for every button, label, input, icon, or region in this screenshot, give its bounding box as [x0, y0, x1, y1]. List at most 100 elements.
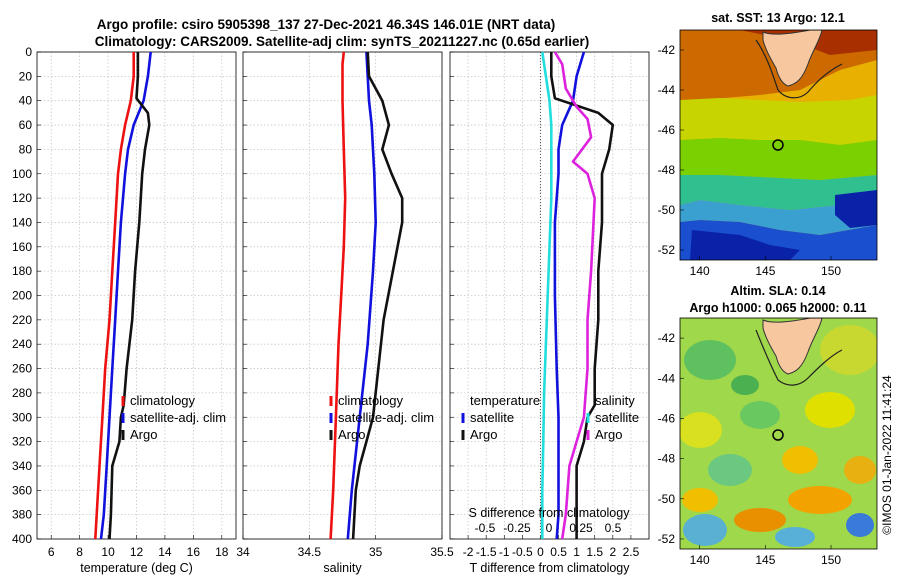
sla-argo-marker: [772, 429, 784, 441]
x-tick-label: 34.5: [298, 545, 322, 559]
map-y-tick-label: -52: [658, 532, 676, 546]
depth-tick-label: 180: [12, 264, 32, 278]
map-x-tick-label: 150: [821, 264, 841, 278]
legend-label: climatology: [130, 393, 196, 408]
x-axis-label: salinity: [323, 561, 362, 575]
x-tick-label: -1: [499, 545, 510, 559]
depth-tick-label: 280: [12, 386, 32, 400]
series-line-argo: [351, 51, 404, 540]
sst-map: [680, 30, 877, 260]
x-tick-label: 6: [48, 545, 55, 559]
x-tick-label: 1: [573, 545, 580, 559]
depth-tick-label: 100: [12, 167, 32, 181]
sla-map-subtitle: Argo h1000: 0.065 h2000: 0.11: [689, 301, 866, 315]
x-tick-label: 1.5: [586, 545, 603, 559]
x-tick-label: 18: [215, 545, 229, 559]
map-y-tick-label: -44: [658, 83, 676, 97]
depth-tick-label: 140: [12, 215, 32, 229]
x-tick-label: 0.5: [550, 545, 567, 559]
sla-map-axes: 140 145 150 -52 -50 -48 -46 -44 -42: [658, 331, 842, 567]
x-tick-label: 16: [187, 545, 201, 559]
series-line-s-satellite: [540, 51, 553, 539]
map-y-tick-label: -50: [658, 492, 676, 506]
x-tick-label: 35: [369, 545, 383, 559]
x-tick-label: 10: [101, 545, 115, 559]
depth-tick-label: 240: [12, 337, 32, 351]
x-tick-label: 0: [537, 545, 544, 559]
salinity-panel: 34 34.5 35 35.5 salinity climatology satellite…: [236, 51, 454, 575]
x-tick-label: 34: [236, 545, 250, 559]
x-tick-label: 12: [130, 545, 144, 559]
map-y-tick-label: -52: [658, 243, 676, 257]
depth-tick-label: 220: [12, 313, 32, 327]
sla-map-title: Altim. SLA: 0.14: [730, 284, 825, 298]
x-tick-label: -2: [463, 545, 474, 559]
depth-tick-label: 340: [12, 459, 32, 473]
legend-label: temperature: [470, 393, 540, 408]
map-y-tick-label: -44: [658, 371, 676, 385]
legend-label: Argo: [595, 427, 622, 442]
map-x-tick-label: 140: [690, 553, 710, 567]
x-tick-label: -1.5: [476, 545, 497, 559]
map-y-tick-label: -42: [658, 331, 676, 345]
legend-label: Argo: [338, 427, 365, 442]
map-x-tick-label: 140: [690, 264, 710, 278]
sst-map-title: sat. SST: 13 Argo: 12.1: [711, 11, 845, 25]
map-y-tick-label: -42: [658, 43, 676, 57]
depth-tick-label: 320: [12, 435, 32, 449]
top-tick-label: 0.5: [605, 521, 622, 535]
series-line-argo: [108, 52, 151, 540]
legend-label: Argo: [130, 427, 157, 442]
series-line-climatology: [329, 51, 347, 540]
top-tick-label: 0: [546, 521, 553, 535]
map-y-tick-label: -46: [658, 123, 676, 137]
depth-tick-label: 80: [19, 142, 33, 156]
series-line-climatology: [94, 52, 135, 540]
map-x-tick-label: 145: [755, 553, 775, 567]
depth-tick-label: 260: [12, 362, 32, 376]
depth-tick-label: 300: [12, 410, 32, 424]
plot-frame: [449, 51, 650, 540]
depth-tick-label: 400: [12, 532, 32, 546]
top-tick-label: -0.5: [475, 521, 496, 535]
x-axis-label: temperature (deg C): [80, 561, 193, 575]
top-tick-label: -0.25: [503, 521, 531, 535]
legend-label: satellite: [470, 410, 514, 425]
legend-label: climatology: [338, 393, 404, 408]
figure-title-line2: Climatology: CARS2009. Satellite-adj cli…: [95, 34, 589, 49]
x-tick-label: -0.5: [512, 545, 533, 559]
x-tick-label: 2.5: [623, 545, 640, 559]
depth-tick-label: 360: [12, 483, 32, 497]
top-tick-label: 0.25: [569, 521, 593, 535]
imos-watermark: ©IMOS 01-Jan-2022 11:41:24: [880, 375, 894, 535]
map-y-tick-label: -48: [658, 452, 676, 466]
map-y-tick-label: -50: [658, 203, 676, 217]
x-tick-label: 35.5: [430, 545, 454, 559]
sst-argo-marker: [772, 139, 784, 151]
legend-label: satellite-adj. clim: [338, 410, 434, 425]
legend-label: salinity: [595, 393, 635, 408]
depth-tick-label: 380: [12, 508, 32, 522]
x-tick-label: 2: [609, 545, 616, 559]
sla-map: [680, 318, 877, 549]
depth-tick-label: 160: [12, 240, 32, 254]
temperature-panel: 6 8 10 12 14 16 180204060801001201401601802002…: [12, 45, 237, 575]
map-x-tick-label: 150: [821, 553, 841, 567]
top-axis-label: S difference from climatology: [469, 506, 631, 520]
depth-tick-label: 0: [25, 45, 32, 59]
legend-label: Argo: [470, 427, 497, 442]
legend-label: satellite: [595, 410, 639, 425]
map-x-tick-label: 145: [755, 264, 775, 278]
plot-frame: [36, 51, 237, 540]
x-tick-label: 14: [158, 545, 172, 559]
x-tick-label: 8: [76, 545, 83, 559]
series-line-satellite-adj-clim: [346, 51, 378, 540]
figure-title-line1: Argo profile: csiro 5905398_137 27-Dec-2…: [97, 17, 556, 32]
depth-tick-label: 120: [12, 191, 32, 205]
depth-tick-label: 60: [19, 118, 33, 132]
x-axis-label: T difference from climatology: [469, 561, 630, 575]
difference-panel: -2 -1.5 -1 -0.5 0 0.5 1 1.5 2 2.5 T difference fro…: [449, 51, 650, 575]
depth-tick-label: 20: [19, 69, 33, 83]
series-line-t-argo: [549, 52, 615, 539]
